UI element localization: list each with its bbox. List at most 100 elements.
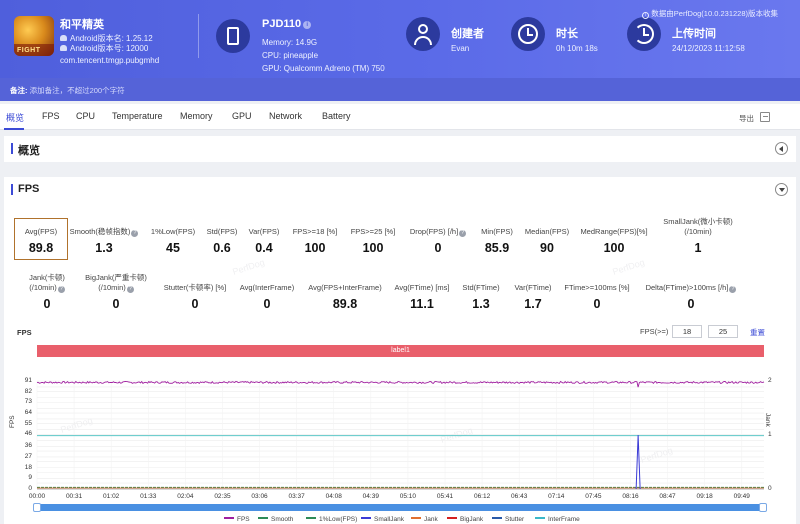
legend-swatch: [492, 517, 502, 519]
x-tick-label: 03:37: [288, 493, 305, 500]
creator-value: Evan: [451, 44, 470, 53]
person-icon: [406, 17, 440, 51]
highlight-box: [14, 218, 68, 260]
legend-swatch: [306, 517, 316, 519]
tab-fps[interactable]: FPS: [42, 111, 60, 121]
x-tick-label: 00:00: [28, 493, 46, 500]
legend-swatch: [224, 517, 234, 519]
x-tick-label: 05:10: [399, 493, 417, 500]
device-cpu: CPU: pineapple: [262, 51, 319, 60]
tab-gpu[interactable]: GPU: [232, 111, 252, 121]
fps-title: FPS: [18, 183, 40, 195]
metric-min-fps: Min(FPS) 85.9: [481, 227, 513, 255]
legend-label: Stutter: [505, 516, 525, 523]
legend-label: Smooth: [271, 516, 294, 523]
x-tick-label: 07:14: [548, 493, 565, 500]
help-icon[interactable]: ?: [459, 230, 467, 237]
history-icon: [627, 17, 661, 51]
y-axis-title: FPS: [9, 415, 16, 428]
x-tick-label: 08:47: [659, 493, 676, 500]
legend-swatch: [535, 517, 545, 519]
y-tick-label: 46: [24, 430, 32, 438]
legend-item[interactable]: Jank: [411, 516, 438, 523]
series-smalljank-spike: [635, 434, 641, 490]
collapse-left-icon[interactable]: [775, 142, 788, 155]
legend-swatch: [361, 517, 371, 519]
tab-cpu[interactable]: CPU: [76, 111, 96, 121]
help-icon[interactable]: ?: [126, 286, 134, 293]
tab-network[interactable]: Network: [269, 111, 303, 121]
info-icon[interactable]: i: [303, 21, 312, 29]
y-tick-label: 18: [24, 463, 32, 471]
metric-avg-interframe: Avg(InterFrame) 0: [239, 283, 295, 311]
time-scrollbar[interactable]: [37, 504, 764, 511]
upload-title: 上传时间: [672, 28, 716, 40]
chart-label: FPS: [17, 328, 32, 337]
legend-item[interactable]: 1%Low(FPS): [306, 516, 357, 523]
note-bar[interactable]: 备注: 添加备注，不超过200个字符: [0, 78, 800, 101]
legend-item[interactable]: SmallJank: [361, 516, 404, 523]
tab-battery[interactable]: Battery: [322, 111, 351, 121]
overview-header[interactable]: 概览: [4, 136, 796, 160]
legend-label: SmallJank: [374, 516, 404, 523]
y-tick-label: 91: [24, 377, 32, 384]
x-tick-label: 03:06: [251, 493, 268, 500]
x-tick-label: 04:08: [325, 493, 342, 500]
app-icon-text: FIGHT: [17, 47, 41, 54]
divider: [198, 14, 199, 58]
info-icon: i: [642, 12, 650, 19]
help-icon[interactable]: ?: [131, 230, 139, 237]
device-memory: Memory: 14.9G: [262, 38, 318, 47]
legend-item[interactable]: InterFrame: [535, 516, 580, 523]
metric-medrange: MedRange(FPS)[%] 100: [580, 227, 648, 255]
x-tick-label: 04:39: [362, 493, 379, 500]
legend-swatch: [411, 517, 421, 519]
y2-tick-label: 0: [768, 485, 772, 492]
export-button[interactable]: 导出: [739, 114, 754, 123]
series-fps: [36, 380, 765, 388]
scroll-handle-right[interactable]: [759, 503, 767, 512]
help-icon[interactable]: ?: [57, 286, 65, 293]
tab-overview[interactable]: 概览: [6, 113, 25, 123]
fps-header[interactable]: FPS: [4, 177, 796, 201]
legend-item[interactable]: FPS: [224, 516, 250, 523]
metric-smooth: Smooth(稳帧指数)? 1.3: [69, 227, 139, 255]
duration-title: 时长: [556, 28, 578, 40]
collapse-down-icon[interactable]: [775, 183, 788, 196]
upload-value: 24/12/2023 11:12:58: [672, 44, 745, 53]
y2-axis-title: Jank: [764, 413, 771, 427]
help-icon[interactable]: ?: [729, 286, 737, 293]
collect-note: i 数据由PerfDog(10.0.231228)版本收集: [642, 8, 778, 19]
fps-threshold-input-1[interactable]: 18: [672, 325, 702, 338]
metric-fps-ge-18: FPS>=18 [%] 100: [292, 227, 338, 255]
legend-item[interactable]: BigJank: [447, 516, 483, 523]
y-tick-label: 82: [24, 387, 32, 395]
fps-chart[interactable]: [0, 360, 800, 495]
fps-threshold-input-2[interactable]: 25: [708, 325, 738, 338]
note-placeholder[interactable]: 添加备注，不超过200个字符: [29, 86, 125, 95]
metric-1pct-low: 1%Low(FPS) 45: [150, 227, 196, 255]
legend-item[interactable]: Smooth: [258, 516, 293, 523]
x-tick-label: 07:45: [585, 493, 602, 500]
reset-button[interactable]: 重置: [750, 328, 765, 337]
metric-stutter: Stutter(卡顿率) [%] 0: [163, 283, 227, 311]
legend-item[interactable]: Stutter: [492, 516, 524, 523]
tab-memory[interactable]: Memory: [180, 111, 213, 121]
y-tick-label: 64: [24, 409, 32, 417]
metric-avg-fps-interframe: Avg(FPS+InterFrame) 89.8: [308, 283, 382, 311]
legend-swatch: [447, 517, 457, 519]
legend-swatch: [258, 517, 268, 519]
scroll-handle-left[interactable]: [33, 503, 41, 512]
active-tab-indicator: [4, 128, 24, 130]
device-gpu: GPU: Qualcomm Adreno (TM) 750: [262, 64, 385, 73]
tab-temperature[interactable]: Temperature: [112, 111, 163, 121]
x-tick-label: 00:31: [65, 493, 83, 500]
creator-title: 创建者: [451, 28, 484, 40]
x-tick-label: 01:02: [103, 493, 120, 500]
fps-threshold-label: FPS(>=): [640, 327, 669, 336]
overview-title: 概览: [18, 145, 40, 157]
metric-median-fps: Median(FPS) 90: [524, 227, 570, 255]
x-tick-label: 09:18: [696, 493, 713, 500]
label-band[interactable]: label1: [37, 345, 764, 357]
export-icon[interactable]: [760, 112, 770, 122]
